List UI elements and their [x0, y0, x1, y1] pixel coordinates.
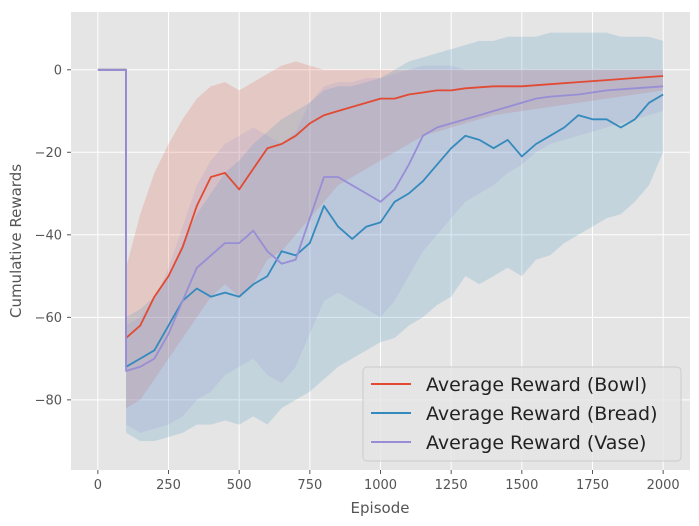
line-average-reward-bread — [97, 68, 664, 368]
x-tick-label: 2000 — [647, 478, 680, 493]
x-tick-label: 1500 — [505, 478, 538, 493]
x-tick-label: 1000 — [364, 478, 397, 493]
band-average-reward-bread — [97, 32, 664, 442]
legend-label-vase: Average Reward (Vase) — [426, 432, 646, 454]
y-tick-label: 0 — [54, 63, 62, 78]
band-average-reward-vase — [97, 65, 664, 433]
x-tick-label: 250 — [156, 478, 181, 493]
x-axis-ticks: 0 250 500 750 1000 1250 1500 1750 2000 — [94, 470, 680, 493]
y-axis-ticks: 0 −20 −40 −60 −80 — [35, 63, 71, 408]
y-tick-label: −60 — [35, 311, 62, 326]
line-average-reward-vase — [97, 68, 664, 372]
legend-label-bowl: Average Reward (Bowl) — [426, 374, 647, 396]
confidence-bands — [97, 32, 664, 442]
band-average-reward-bowl — [97, 61, 664, 409]
series-lines — [97, 68, 664, 372]
line-average-reward-bowl — [97, 68, 664, 339]
legend: Average Reward (Bowl) Average Reward (Br… — [362, 366, 682, 462]
x-tick-label: 1750 — [576, 478, 609, 493]
legend-box — [362, 366, 682, 462]
x-tick-label: 1250 — [435, 478, 468, 493]
x-tick-label: 500 — [227, 478, 252, 493]
x-tick-label: 0 — [94, 478, 102, 493]
y-tick-label: −80 — [35, 393, 62, 408]
legend-label-bread: Average Reward (Bread) — [426, 403, 658, 425]
y-axis-label: Cumulative Rewards — [7, 164, 25, 318]
x-axis-label: Episode — [351, 499, 410, 517]
y-tick-label: −40 — [35, 228, 62, 243]
y-tick-label: −20 — [35, 146, 62, 161]
x-tick-label: 750 — [297, 478, 322, 493]
